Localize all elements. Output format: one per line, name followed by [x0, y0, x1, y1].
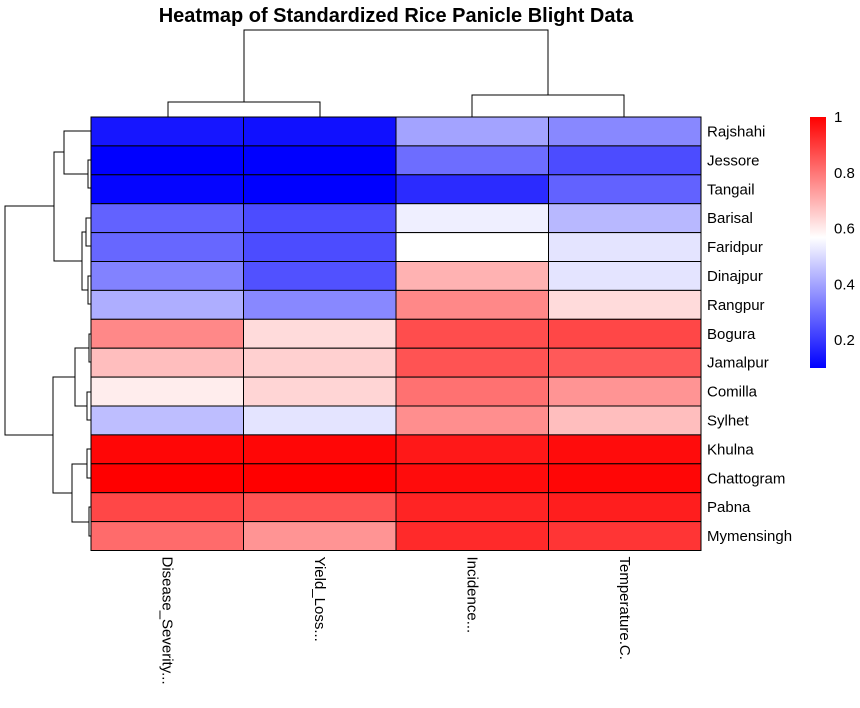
heatmap-cell	[243, 405, 397, 436]
heatmap-cell	[395, 318, 549, 349]
row-label: Jessore	[707, 152, 760, 169]
row-label: Rajshahi	[707, 123, 765, 140]
legend-tick-label: 0.8	[834, 165, 855, 182]
heatmap-cell	[90, 376, 244, 407]
row-label: Faridpur	[707, 239, 763, 256]
heatmap-cell	[243, 492, 397, 523]
heatmap-cell	[90, 492, 244, 523]
column-dendrogram	[167, 29, 625, 117]
heatmap-cell	[395, 289, 549, 320]
heatmap-cell	[548, 203, 702, 234]
heatmap-cell	[90, 116, 244, 147]
row-dendrogram	[4, 130, 91, 537]
heatmap-cell	[243, 318, 397, 349]
heatmap-cell	[395, 434, 549, 465]
row-label: Dinajpur	[707, 268, 763, 285]
heatmap-cell	[90, 232, 244, 263]
heatmap-cell	[548, 261, 702, 291]
heatmap-cell	[90, 145, 244, 176]
heatmap-cells	[90, 116, 702, 551]
row-label: Pabna	[707, 499, 751, 516]
heatmap-cell	[395, 145, 549, 176]
row-label: Mymensingh	[707, 528, 792, 545]
column-label: Temperature.C.	[616, 557, 633, 660]
heatmap-cell	[548, 116, 702, 147]
heatmap-cell	[395, 347, 549, 378]
row-label: Barisal	[707, 210, 753, 227]
heatmap-cell	[548, 318, 702, 349]
heatmap-cell	[395, 261, 549, 291]
heatmap-cell	[548, 376, 702, 407]
heatmap-cell	[548, 405, 702, 436]
heatmap-cell	[548, 174, 702, 205]
column-labels: Disease_Severity... Yield_Loss... Incidenc…	[158, 557, 633, 685]
heatmap-cell	[395, 174, 549, 205]
row-label: Jamalpur	[707, 355, 769, 372]
heatmap-cell	[548, 492, 702, 523]
column-label: Disease_Severity...	[158, 557, 175, 685]
heatmap-cell	[243, 521, 397, 551]
heatmap-cell	[243, 463, 397, 494]
legend-ticks: 1 0.8 0.6 0.4 0.2	[834, 109, 855, 349]
chart-title: Heatmap of Standardized Rice Panicle Bli…	[159, 5, 634, 27]
heatmap-cell	[548, 521, 702, 551]
heatmap-cell	[548, 232, 702, 263]
heatmap-cell	[90, 405, 244, 436]
heatmap-cell	[395, 405, 549, 436]
heatmap-cell	[548, 463, 702, 494]
legend-color-bar	[810, 117, 826, 368]
heatmap-cell	[548, 145, 702, 176]
heatmap-cell	[395, 232, 549, 263]
heatmap-cell	[90, 203, 244, 234]
heatmap-cell	[548, 434, 702, 465]
legend-tick-label: 1	[834, 109, 842, 126]
legend-tick-label: 0.2	[834, 332, 855, 349]
heatmap-cell	[395, 492, 549, 523]
heatmap-cell	[395, 376, 549, 407]
heatmap-cell	[90, 434, 244, 465]
row-label: Chattogram	[707, 470, 785, 487]
row-label: Bogura	[707, 326, 756, 343]
row-label: Comilla	[707, 384, 758, 401]
row-label: Tangail	[707, 181, 755, 198]
heatmap-cell	[243, 116, 397, 147]
row-label: Khulna	[707, 441, 754, 458]
column-label: Yield_Loss...	[311, 557, 328, 642]
heatmap-cell	[548, 347, 702, 378]
heatmap-cell	[395, 203, 549, 234]
heatmap-cell	[243, 347, 397, 378]
heatmap-cell	[90, 174, 244, 205]
column-label: Incidence...	[463, 557, 480, 634]
row-label: Sylhet	[707, 412, 750, 429]
heatmap-cell	[243, 434, 397, 465]
heatmap-cell	[243, 145, 397, 176]
heatmap-cell	[243, 289, 397, 320]
legend-tick-label: 0.6	[834, 221, 855, 238]
heatmap-cell	[395, 116, 549, 147]
row-labels: Rajshahi Jessore Tangail Barisal Faridpur Din…	[707, 123, 792, 545]
heatmap-cell	[90, 318, 244, 349]
heatmap-cell	[243, 203, 397, 234]
heatmap-cell	[90, 521, 244, 551]
color-legend: 1 0.8 0.6 0.4 0.2	[810, 109, 855, 368]
heatmap-cell	[90, 347, 244, 378]
heatmap-cell	[243, 232, 397, 263]
heatmap-cell	[90, 289, 244, 320]
heatmap-cell	[548, 289, 702, 320]
heatmap-cell	[395, 521, 549, 551]
legend-tick-label: 0.4	[834, 276, 855, 293]
heatmap-cell	[243, 261, 397, 291]
heatmap-cell	[90, 463, 244, 494]
heatmap-cell	[243, 376, 397, 407]
heatmap-cell	[395, 463, 549, 494]
heatmap-cell	[243, 174, 397, 205]
heatmap-cell	[90, 261, 244, 291]
row-label: Rangpur	[707, 297, 765, 314]
